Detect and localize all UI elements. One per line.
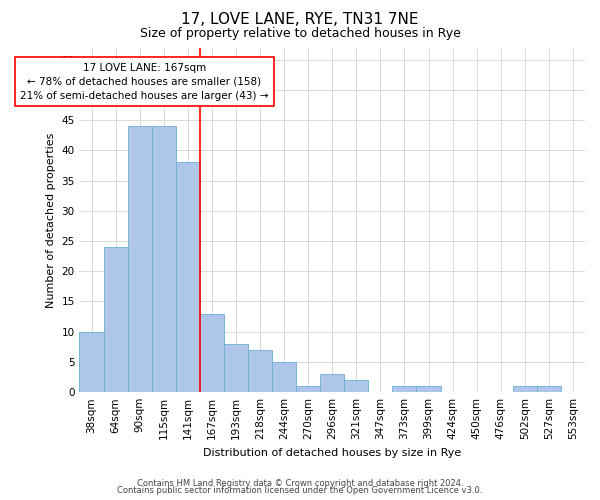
- Bar: [248, 350, 272, 392]
- Bar: [296, 386, 320, 392]
- Bar: [320, 374, 344, 392]
- Bar: [537, 386, 561, 392]
- Bar: [513, 386, 537, 392]
- Text: Contains public sector information licensed under the Open Government Licence v3: Contains public sector information licen…: [118, 486, 482, 495]
- Y-axis label: Number of detached properties: Number of detached properties: [46, 132, 56, 308]
- Bar: [79, 332, 104, 392]
- Text: 17, LOVE LANE, RYE, TN31 7NE: 17, LOVE LANE, RYE, TN31 7NE: [181, 12, 419, 28]
- Text: 17 LOVE LANE: 167sqm
← 78% of detached houses are smaller (158)
21% of semi-deta: 17 LOVE LANE: 167sqm ← 78% of detached h…: [20, 62, 269, 100]
- X-axis label: Distribution of detached houses by size in Rye: Distribution of detached houses by size …: [203, 448, 461, 458]
- Bar: [272, 362, 296, 392]
- Bar: [104, 247, 128, 392]
- Bar: [392, 386, 416, 392]
- Bar: [200, 314, 224, 392]
- Bar: [152, 126, 176, 392]
- Bar: [344, 380, 368, 392]
- Text: Contains HM Land Registry data © Crown copyright and database right 2024.: Contains HM Land Registry data © Crown c…: [137, 478, 463, 488]
- Bar: [128, 126, 152, 392]
- Bar: [416, 386, 440, 392]
- Text: Size of property relative to detached houses in Rye: Size of property relative to detached ho…: [140, 28, 460, 40]
- Bar: [176, 162, 200, 392]
- Bar: [224, 344, 248, 392]
